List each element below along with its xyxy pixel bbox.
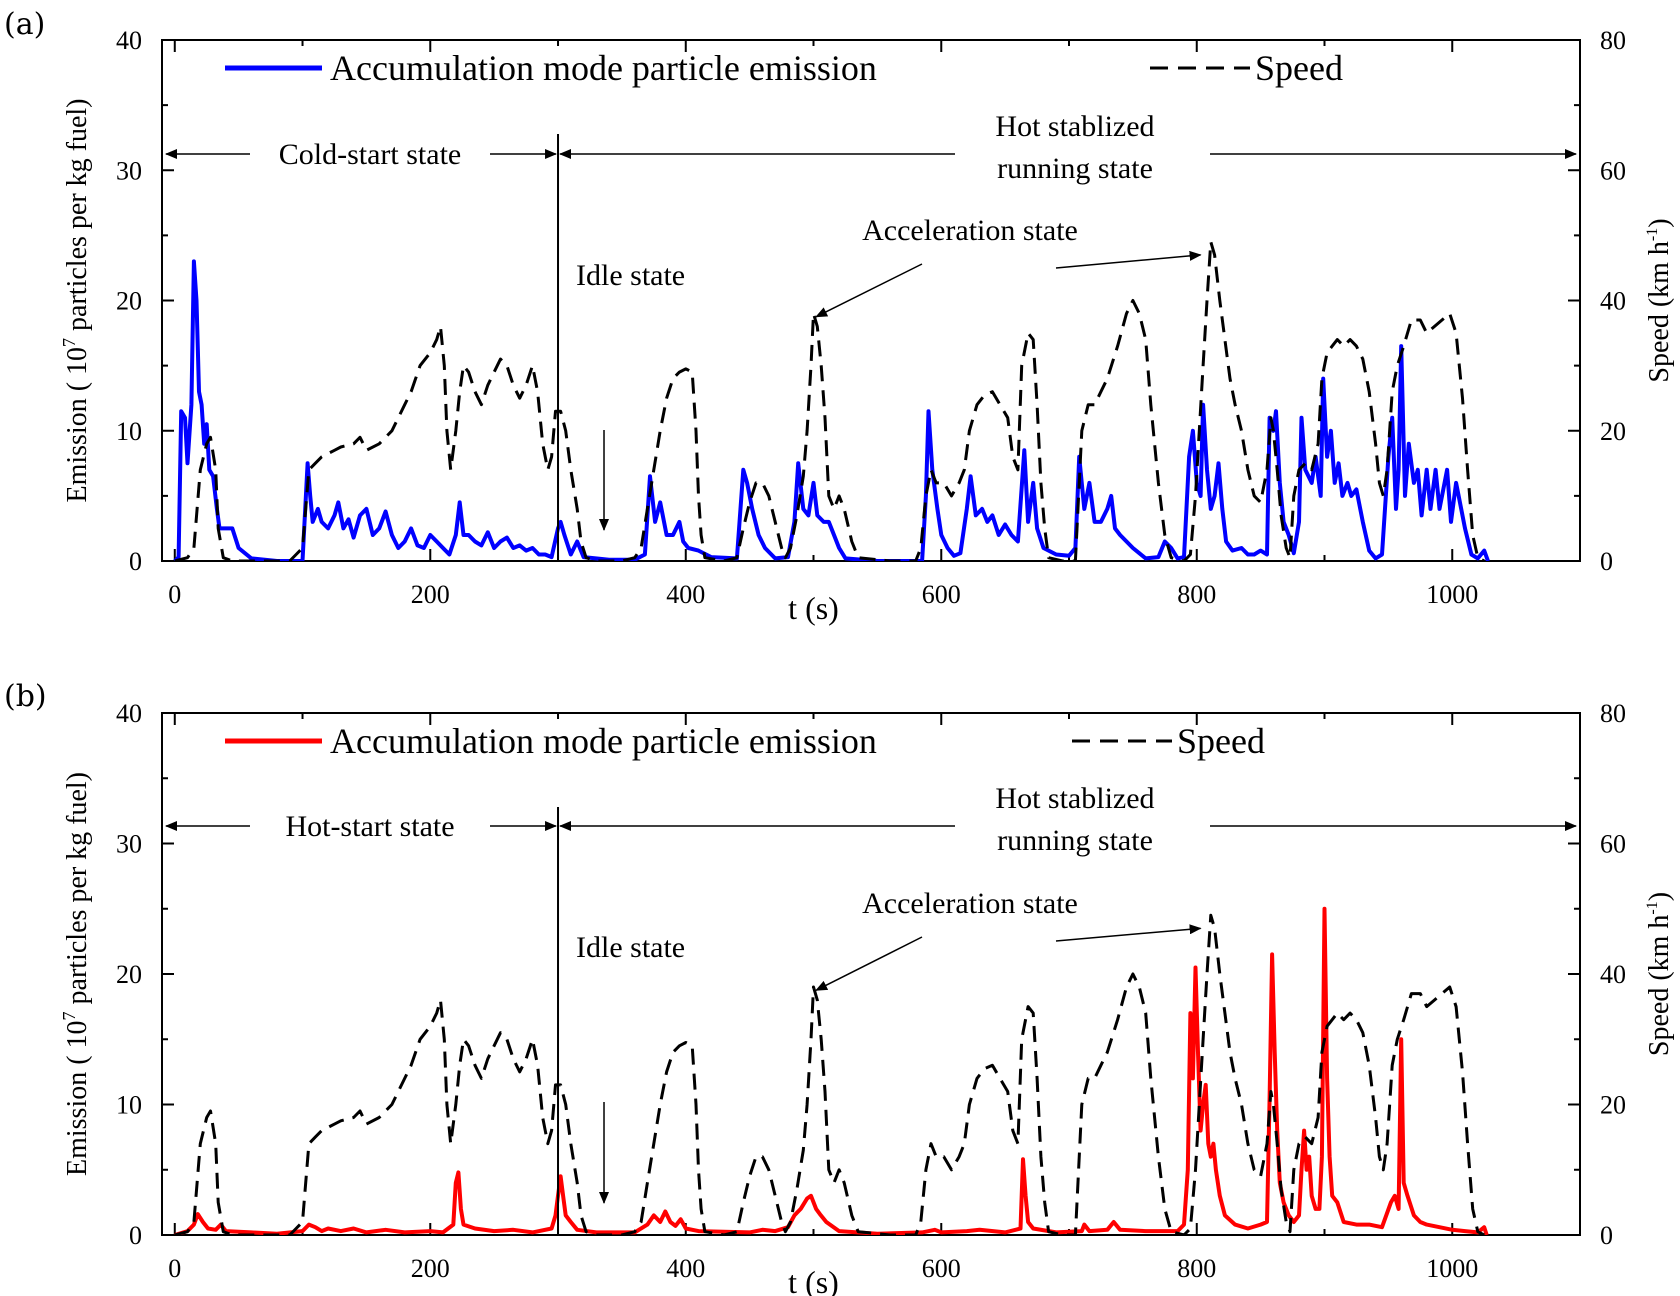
y-axis-title-superscript: 7 <box>59 1011 79 1020</box>
hot-state-label-line2: running state <box>997 824 1153 857</box>
y2-tick-label: 80 <box>1600 26 1626 55</box>
acceleration-arrow-left <box>815 936 923 991</box>
panel-label: (a) <box>4 7 45 42</box>
plot-frame <box>161 712 1581 1236</box>
start-state-label: Hot-start state <box>285 810 454 843</box>
y2-tick-label: 60 <box>1600 156 1626 185</box>
y-tick-label: 20 <box>116 287 142 316</box>
legend-speed-label: Speed <box>1255 48 1343 88</box>
emission-series-line <box>174 906 1489 1235</box>
y2-axis-title-prefix: Speed (km h <box>1644 241 1675 383</box>
x-tick-label: 400 <box>666 1254 705 1283</box>
speed-series-line <box>174 240 1485 561</box>
speed-series-line <box>174 913 1485 1235</box>
acceleration-arrow-right <box>1055 924 1202 942</box>
emission-series-line <box>173 259 1490 561</box>
legend-emission-label: Accumulation mode particle emission <box>330 48 877 88</box>
y-tick-label: 20 <box>116 960 142 989</box>
x-tick-label: 200 <box>411 1254 450 1283</box>
y-tick-label: 10 <box>116 417 142 446</box>
y-tick-label: 0 <box>129 1221 142 1250</box>
y-axis-title-superscript: 7 <box>59 338 79 347</box>
y2-axis-title-superscript: -1 <box>1644 901 1661 914</box>
y-tick-label: 40 <box>116 699 142 728</box>
hot-state-label-line1: Hot stablized <box>995 110 1154 143</box>
y-tick-label: 30 <box>116 830 142 859</box>
y-axis-title-prefix: Emission ( 10 <box>62 1020 93 1176</box>
y2-axis-title-prefix: Speed (km h <box>1644 915 1675 1057</box>
acceleration-arrow-left <box>815 263 923 318</box>
y-axis-title: Emission ( 107 particles per kg fuel) <box>59 772 93 1176</box>
panel-a: (a)0 200 400 600 800 1000010203040020406080t … <box>4 7 1675 626</box>
y-axis-title-suffix: particles per kg fuel) <box>62 98 93 337</box>
x-tick-label: 1000 <box>1426 1254 1478 1283</box>
legend-emission-label: Accumulation mode particle emission <box>330 721 877 761</box>
y-axis-title-suffix: particles per kg fuel) <box>62 772 93 1011</box>
y2-tick-label: 60 <box>1600 830 1626 859</box>
start-state-label: Cold-start state <box>279 138 461 171</box>
y-axis-title: Emission ( 107 particles per kg fuel) <box>59 98 93 502</box>
x-tick-label: 800 <box>1177 1254 1216 1283</box>
acceleration-arrow-right <box>1055 250 1202 269</box>
x-tick-label: 600 <box>922 1254 961 1283</box>
panel-label: (b) <box>4 679 47 714</box>
hot-state-label-line2: running state <box>997 152 1153 185</box>
x-tick-label: 400 <box>666 580 705 609</box>
y2-tick-label: 0 <box>1600 547 1613 576</box>
y2-axis-title-superscript: -1 <box>1644 228 1661 241</box>
x-tick-label: 600 <box>922 580 961 609</box>
idle-state-label: Idle state <box>576 259 685 292</box>
y2-axis-title-suffix: ) <box>1644 892 1675 901</box>
hot-state-label-line1: Hot stablized <box>995 782 1154 815</box>
y2-axis-title: Speed (km h-1) <box>1644 892 1675 1056</box>
y2-tick-label: 0 <box>1600 1221 1613 1250</box>
acceleration-state-label: Acceleration state <box>862 214 1078 247</box>
panel-b: (b)0 200 400 600 800 1000010203040020406080t … <box>4 679 1675 1296</box>
y2-tick-label: 80 <box>1600 699 1626 728</box>
y-tick-label: 40 <box>116 26 142 55</box>
x-tick-label: 0 <box>168 580 181 609</box>
y-tick-label: 10 <box>116 1091 142 1120</box>
y-tick-label: 0 <box>129 547 142 576</box>
y-tick-label: 30 <box>116 156 142 185</box>
x-tick-label: 800 <box>1177 580 1216 609</box>
legend-speed-label: Speed <box>1177 721 1265 761</box>
idle-state-label: Idle state <box>576 931 685 964</box>
x-axis-title: t (s) <box>788 1264 839 1296</box>
x-axis-title: t (s) <box>788 590 839 626</box>
y2-tick-label: 20 <box>1600 417 1626 446</box>
x-tick-label: 1000 <box>1426 580 1478 609</box>
y2-tick-label: 40 <box>1600 287 1626 316</box>
y2-axis-title-suffix: ) <box>1644 218 1675 227</box>
y2-tick-label: 40 <box>1600 960 1626 989</box>
y-axis-title-prefix: Emission ( 10 <box>62 347 93 503</box>
x-tick-label: 0 <box>168 1254 181 1283</box>
plot-frame <box>161 39 1581 562</box>
y2-axis-title: Speed (km h-1) <box>1644 218 1675 382</box>
y2-tick-label: 20 <box>1600 1091 1626 1120</box>
acceleration-state-label: Acceleration state <box>862 887 1078 920</box>
x-tick-label: 200 <box>411 580 450 609</box>
